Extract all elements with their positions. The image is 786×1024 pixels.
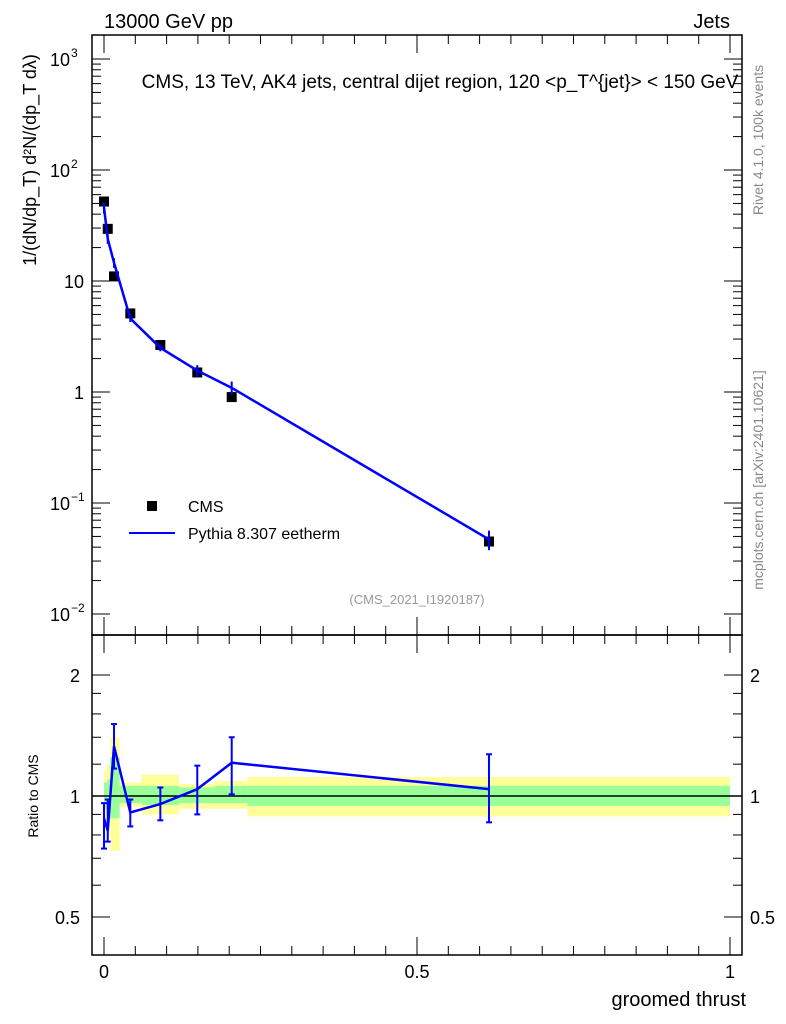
y-tick-exponent: −1 [71,490,85,504]
legend-mc: Pythia 8.307 eetherm [188,526,340,543]
ratio-y-label: Ratio to CMS [25,754,41,837]
y-axis-label: 1/(dN/dp_T) d²N/(dp_T dλ) [20,54,41,266]
stat-uncertainty-band [110,757,120,819]
ratio-y-tick-label: 1 [70,787,80,807]
y-tick-exponent: 2 [71,157,78,171]
cms-data-point [125,308,136,319]
y-tick-label: 10 [64,272,84,292]
y-tick-exponent: −2 [71,601,85,615]
x-tick-label: 0 [99,962,109,982]
y-tick-label: 1 [74,383,84,403]
cms-data-point [109,271,120,282]
ratio-y-tick-label-right: 2 [750,666,760,686]
ratio-y-tick-label-right: 1 [750,787,760,807]
ratio-y-tick-label-right: 0.5 [750,908,775,928]
legend-cms-marker [147,501,157,511]
y-tick-label: 10 [50,494,70,514]
y-tick-label: 10 [50,161,70,181]
ratio-y-tick-label: 2 [70,666,80,686]
watermark: (CMS_2021_I1920187) [349,592,484,607]
x-axis-label: groomed thrust [611,989,746,1011]
header-left: 13000 GeV pp [104,11,233,33]
cms-data-point [99,196,109,207]
legend-cms: CMS [188,499,224,516]
mcplots-label: mcplots.cern.ch [arXiv:2401.10621] [750,370,766,589]
header-right: Jets [693,11,730,33]
x-tick-label: 1 [725,962,735,982]
y-tick-label: 10 [50,50,70,70]
y-tick-exponent: 3 [71,46,78,60]
pythia-line [102,207,490,541]
plot-title: CMS, 13 TeV, AK4 jets, central dijet reg… [142,72,739,93]
y-tick-label: 10 [50,605,70,625]
main-frame [91,34,743,636]
cms-data-point [226,392,237,403]
x-tick-label: 0.5 [404,962,429,982]
ratio-line [102,745,490,832]
ratio-y-tick-label: 0.5 [55,908,80,928]
rivet-label: Rivet 4.1.0, 100k events [750,65,766,215]
